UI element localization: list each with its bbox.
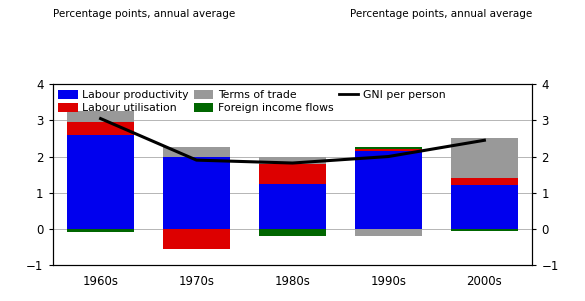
Bar [451, 138, 518, 178]
Bar [163, 157, 230, 229]
Bar [355, 149, 422, 151]
Bar [67, 229, 134, 232]
Bar [259, 184, 326, 229]
Text: Percentage points, annual average: Percentage points, annual average [350, 9, 532, 19]
Bar [355, 229, 422, 236]
Bar [163, 147, 230, 157]
Bar [259, 157, 326, 164]
Bar [163, 229, 230, 249]
Bar [355, 147, 422, 149]
Bar [451, 178, 518, 185]
Bar [67, 122, 134, 135]
Bar [259, 229, 326, 236]
Text: Percentage points, annual average: Percentage points, annual average [53, 9, 235, 19]
Bar [451, 185, 518, 229]
Bar [355, 151, 422, 229]
Bar [451, 229, 518, 231]
Legend: Labour productivity, Labour utilisation, Terms of trade, Foreign income flows, G: Labour productivity, Labour utilisation,… [58, 90, 445, 113]
Bar [67, 135, 134, 229]
Bar [259, 164, 326, 184]
Bar [67, 111, 134, 122]
